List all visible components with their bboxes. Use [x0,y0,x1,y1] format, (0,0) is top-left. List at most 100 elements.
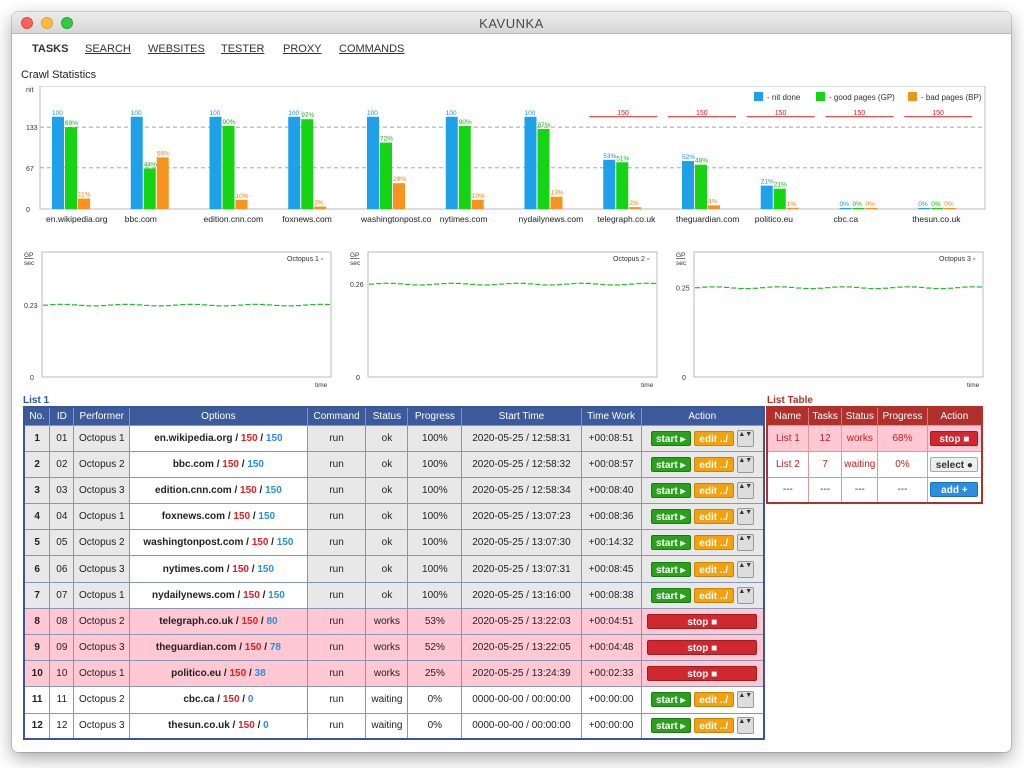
nav-tester[interactable]: TESTER [221,43,265,55]
edit-button[interactable]: edit ../ [693,535,734,551]
bar-bp [708,205,720,209]
start-button[interactable]: start ▸ [650,509,691,525]
bar-label: 52% [682,154,695,161]
start-button[interactable]: start ▸ [650,535,691,551]
close-window-button[interactable] [21,17,33,29]
reorder-arrows-icon[interactable]: ▲▼ [736,481,754,499]
list-table-row[interactable]: List 2 7 waiting 0% select ● [767,450,983,477]
tasks-table-header: No. ID Performer Options Command Status Progre… [24,407,765,425]
stop-button[interactable]: stop ■ [647,613,758,629]
start-button[interactable]: start ▸ [650,718,691,734]
table-row[interactable]: 3 03 Octopus 3 edition.cnn.com / 150 / 150 r… [24,476,765,504]
nav-proxy[interactable]: PROXY [283,43,322,55]
zoom-window-button[interactable] [61,17,73,29]
bar-gp [65,127,77,209]
start-button[interactable]: start ▸ [650,692,691,708]
option-limit: 150 [222,458,239,470]
bar-bp [235,199,248,209]
table-row[interactable]: 11 11 Octopus 2 cbc.ca / 150 / 0 run waiting 0… [24,686,765,714]
category-label: washingtonpost.co [360,214,432,224]
stop-list-button[interactable]: stop ■ [930,430,979,446]
list-table-column-header: Action [927,407,983,425]
table-row[interactable]: 12 12 Octopus 3 thesun.co.uk / 150 / 0 run wa… [24,712,765,740]
stop-button[interactable]: stop ■ [647,666,758,682]
row-time-work: +00:04:51 [581,607,642,635]
edit-button[interactable]: edit ../ [693,561,734,577]
table-row[interactable]: 7 07 Octopus 1 nydailynews.com / 150 / 150 r… [24,581,765,609]
bar-bp [865,208,878,209]
bar-gp [773,188,786,209]
edit-button[interactable]: edit ../ [693,482,734,498]
table-row[interactable]: 1 01 Octopus 1 en.wikipedia.org / 150 / 150… [24,424,765,452]
add-list-button[interactable]: add + [930,482,979,498]
row-command: run [307,607,367,635]
bar-nit [682,161,694,209]
legend-swatch [908,92,917,101]
table-row[interactable]: 5 05 Octopus 2 washingtonpost.com / 150 / 1… [24,529,765,556]
edit-button[interactable]: edit ../ [693,587,734,603]
nav-commands[interactable]: COMMANDS [339,43,405,55]
select-list-button[interactable]: select ● [930,456,979,472]
nav-tasks[interactable]: TASKS [32,43,69,55]
edit-button[interactable]: edit ../ [693,456,734,472]
row-time-work: +00:08:45 [581,555,642,583]
table-row[interactable]: 4 04 Octopus 1 foxnews.com / 150 / 150 run ok… [24,503,765,530]
stop-button[interactable]: stop ■ [647,640,758,656]
column-header: Time Work [581,407,642,425]
reorder-arrows-icon[interactable]: ▲▼ [736,455,754,473]
start-button[interactable]: start ▸ [650,587,691,603]
bar-label: 4% [708,198,718,205]
nav-search[interactable]: SEARCH [85,43,131,55]
reorder-arrows-icon[interactable]: ▲▼ [736,586,754,604]
row-progress: 100% [407,424,463,452]
table-row[interactable]: 6 06 Octopus 3 nytimes.com / 150 / 150 run ok… [24,555,765,583]
row-number: 6 [24,555,51,583]
bar-gp [143,168,156,209]
crawl-y-tick: 0 [26,207,30,214]
start-button[interactable]: start ▸ [650,482,691,498]
octopus-3-chart: GP sec 0.25 0 time Octopus 3 ▫ [672,248,987,393]
table-row[interactable]: 2 02 Octopus 2 bbc.com / 150 / 150 run ok 100%… [24,450,765,478]
reorder-arrows-icon[interactable]: ▲▼ [736,534,754,552]
edit-button[interactable]: edit ../ [693,692,734,708]
row-number: 5 [24,529,51,556]
limit-label: 150 [854,110,866,117]
row-command: run [307,712,367,740]
reorder-arrows-icon[interactable]: ▲▼ [736,717,754,735]
edit-button[interactable]: edit ../ [693,718,734,734]
row-action: stop ■ [641,633,765,661]
reorder-arrows-icon[interactable]: ▲▼ [736,508,754,526]
reorder-arrows-icon[interactable]: ▲▼ [736,560,754,578]
bar-gp [931,208,944,209]
table-row[interactable]: 10 10 Octopus 1 politico.eu / 150 / 38 run wo… [24,660,765,687]
list-table-title: List Table [767,395,813,406]
bar-label: 2% [629,200,639,207]
row-time-work: +00:04:48 [581,633,642,661]
nav-websites[interactable]: WEBSITES [148,43,205,55]
column-header: Command [307,407,367,425]
list-table-row[interactable]: --- --- --- --- add + [767,476,983,503]
bar-nit [524,116,537,209]
bar-label: 0% [944,201,954,208]
row-options: telegraph.co.uk / 150 / 80 [129,607,308,635]
start-button[interactable]: start ▸ [650,456,691,472]
table-row[interactable]: 8 08 Octopus 2 telegraph.co.uk / 150 / 80 ru… [24,607,765,635]
reorder-arrows-icon[interactable]: ▲▼ [736,429,754,447]
bar-gp [537,129,550,209]
list-action: stop ■ [927,424,983,451]
table-row[interactable]: 9 09 Octopus 3 theguardian.com / 150 / 78 ru… [24,633,765,661]
edit-button[interactable]: edit ../ [693,430,734,446]
bar-gp [852,208,865,209]
option-limit: 150 [243,589,260,601]
minimize-window-button[interactable] [41,17,53,29]
row-id: 12 [49,712,75,740]
edit-button[interactable]: edit ../ [693,509,734,525]
option-count: 150 [257,563,274,575]
start-button[interactable]: start ▸ [650,561,691,577]
list-table-row[interactable]: List 1 12 works 68% stop ■ [767,424,983,451]
reorder-arrows-icon[interactable]: ▲▼ [736,691,754,709]
bar-gp [301,119,314,209]
octopus-y-unit: sec [350,260,361,267]
start-button[interactable]: start ▸ [650,430,691,446]
